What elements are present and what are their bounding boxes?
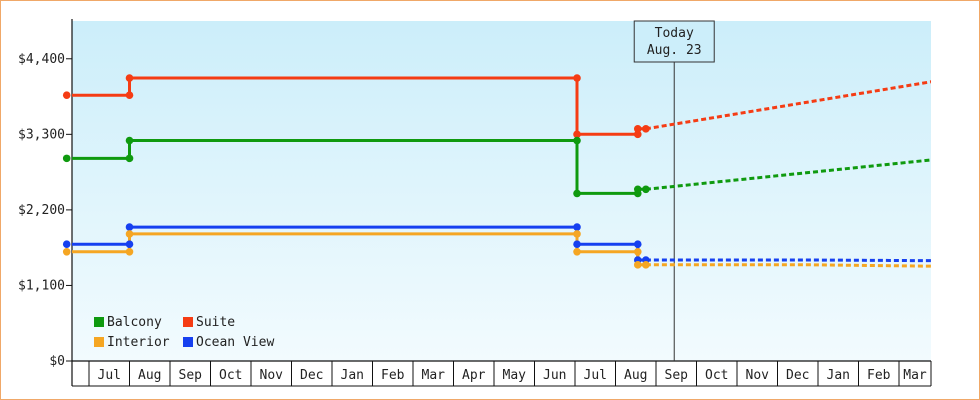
- today-box: [633, 20, 715, 63]
- data-point-ocean-view: [62, 240, 71, 249]
- data-point-ocean-view: [125, 223, 134, 231]
- data-point-ocean-view: [125, 240, 134, 249]
- data-point-interior: [633, 247, 642, 256]
- data-point-suite: [633, 130, 642, 139]
- y-tick-label: $3,300: [18, 127, 65, 142]
- x-tick-label: Feb: [381, 368, 405, 383]
- y-tick-label: $0: [49, 354, 65, 369]
- data-point-ocean-view: [573, 223, 581, 231]
- x-tick-label: Mar: [422, 368, 446, 383]
- y-tick-label: $1,100: [18, 278, 65, 293]
- data-point-suite: [62, 91, 71, 99]
- legend-swatch-balcony: [94, 317, 104, 327]
- x-tick-label: Jan: [341, 368, 364, 383]
- series-forecast-balcony: [645, 158, 931, 191]
- data-point-ocean-view: [573, 240, 581, 249]
- data-point-suite: [573, 74, 581, 82]
- data-point-balcony: [642, 185, 650, 194]
- data-point-interior: [125, 247, 134, 256]
- data-point-interior: [125, 230, 134, 238]
- data-point-interior: [642, 261, 650, 269]
- x-tick-label: Apr: [462, 368, 486, 383]
- series-forecast-interior: [645, 263, 931, 268]
- y-tick-label: $4,400: [18, 52, 65, 67]
- x-tick-label: Oct: [219, 368, 242, 383]
- x-tick-label: Oct: [705, 368, 728, 383]
- y-tick-label: $2,200: [18, 203, 65, 218]
- data-point-interior: [633, 261, 642, 269]
- today-label: Today: [655, 26, 694, 41]
- x-tick-label: Mar: [903, 368, 927, 383]
- data-point-suite: [125, 74, 134, 82]
- data-point-balcony: [62, 154, 71, 163]
- plot-background: [72, 21, 931, 361]
- series-forecast-suite: [645, 80, 931, 131]
- data-point-balcony: [573, 136, 581, 145]
- legend-label-ocean-view: Ocean View: [196, 335, 274, 350]
- x-tick-label: Jul: [584, 368, 607, 383]
- legend-swatch-suite: [183, 317, 193, 327]
- data-point-suite: [573, 130, 581, 139]
- data-point-balcony: [125, 136, 134, 145]
- data-point-suite: [642, 125, 650, 133]
- today-date: Aug. 23: [647, 43, 702, 58]
- legend-swatch-ocean-view: [183, 337, 193, 347]
- legend-label-suite: Suite: [196, 315, 235, 330]
- data-point-balcony: [573, 189, 581, 198]
- x-tick-label: Sep: [665, 368, 689, 383]
- legend-swatch-interior: [94, 337, 104, 347]
- series-forecast-ocean-view: [645, 258, 931, 263]
- data-point-interior: [62, 247, 71, 256]
- x-tick-label: Sep: [179, 368, 203, 383]
- x-tick-label: May: [503, 368, 527, 383]
- legend-label-interior: Interior: [107, 335, 170, 350]
- x-tick-label: Jun: [543, 368, 566, 383]
- x-tick-label: Nov: [260, 368, 284, 383]
- x-tick-label: Jan: [827, 368, 850, 383]
- data-point-interior: [573, 247, 581, 256]
- data-point-ocean-view: [633, 240, 642, 249]
- data-point-suite: [633, 125, 642, 133]
- x-tick-label: Dec: [786, 368, 809, 383]
- x-tick-label: Feb: [867, 368, 891, 383]
- data-point-suite: [125, 91, 134, 99]
- x-tick-label: Jul: [98, 368, 121, 383]
- data-point-balcony: [633, 185, 642, 194]
- x-tick-label: Dec: [300, 368, 323, 383]
- x-tick-label: Nov: [746, 368, 770, 383]
- x-tick-label: Aug: [138, 368, 161, 383]
- legend-label-balcony: Balcony: [107, 315, 162, 330]
- x-tick-label: Aug: [624, 368, 647, 383]
- data-point-interior: [573, 230, 581, 238]
- data-point-balcony: [125, 154, 134, 163]
